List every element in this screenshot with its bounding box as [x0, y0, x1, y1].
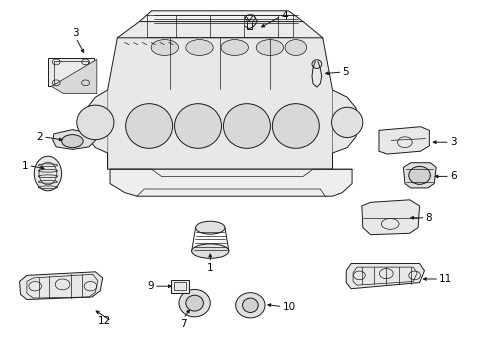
- Ellipse shape: [185, 295, 203, 311]
- Polygon shape: [110, 169, 351, 196]
- Ellipse shape: [34, 156, 61, 191]
- Ellipse shape: [223, 104, 270, 148]
- Ellipse shape: [191, 244, 228, 258]
- Polygon shape: [53, 130, 95, 149]
- Polygon shape: [332, 90, 358, 169]
- Ellipse shape: [242, 298, 258, 312]
- Polygon shape: [48, 58, 94, 86]
- Ellipse shape: [285, 40, 306, 55]
- Ellipse shape: [179, 289, 210, 317]
- Ellipse shape: [185, 40, 213, 55]
- Text: 1: 1: [21, 161, 28, 171]
- Polygon shape: [20, 272, 102, 300]
- Polygon shape: [139, 11, 303, 38]
- Text: 9: 9: [147, 281, 154, 291]
- Polygon shape: [107, 38, 332, 169]
- Polygon shape: [361, 200, 419, 235]
- Bar: [170, 280, 189, 292]
- Polygon shape: [346, 264, 424, 289]
- Ellipse shape: [272, 104, 319, 148]
- Bar: [173, 282, 185, 290]
- Polygon shape: [51, 59, 97, 94]
- Polygon shape: [311, 61, 321, 87]
- Text: 6: 6: [449, 171, 456, 181]
- Text: 7: 7: [180, 319, 186, 329]
- Text: 12: 12: [98, 316, 111, 326]
- Polygon shape: [378, 127, 428, 154]
- Text: 8: 8: [425, 213, 431, 223]
- Text: 1: 1: [206, 263, 213, 273]
- Text: 5: 5: [342, 67, 348, 77]
- Polygon shape: [84, 90, 107, 169]
- Ellipse shape: [125, 104, 172, 148]
- Ellipse shape: [195, 221, 224, 234]
- Text: 3: 3: [72, 28, 79, 38]
- Ellipse shape: [77, 105, 114, 140]
- Polygon shape: [403, 163, 435, 188]
- Ellipse shape: [61, 135, 83, 148]
- Text: 3: 3: [449, 137, 456, 147]
- Text: 2: 2: [36, 132, 43, 142]
- Ellipse shape: [331, 107, 362, 138]
- Text: 10: 10: [282, 302, 295, 312]
- Ellipse shape: [408, 166, 429, 184]
- Ellipse shape: [151, 40, 178, 55]
- Ellipse shape: [221, 40, 248, 55]
- Ellipse shape: [256, 40, 283, 55]
- Ellipse shape: [174, 104, 221, 148]
- Text: 4: 4: [281, 11, 287, 21]
- Polygon shape: [117, 22, 322, 90]
- Ellipse shape: [235, 293, 264, 318]
- Text: 11: 11: [438, 274, 451, 284]
